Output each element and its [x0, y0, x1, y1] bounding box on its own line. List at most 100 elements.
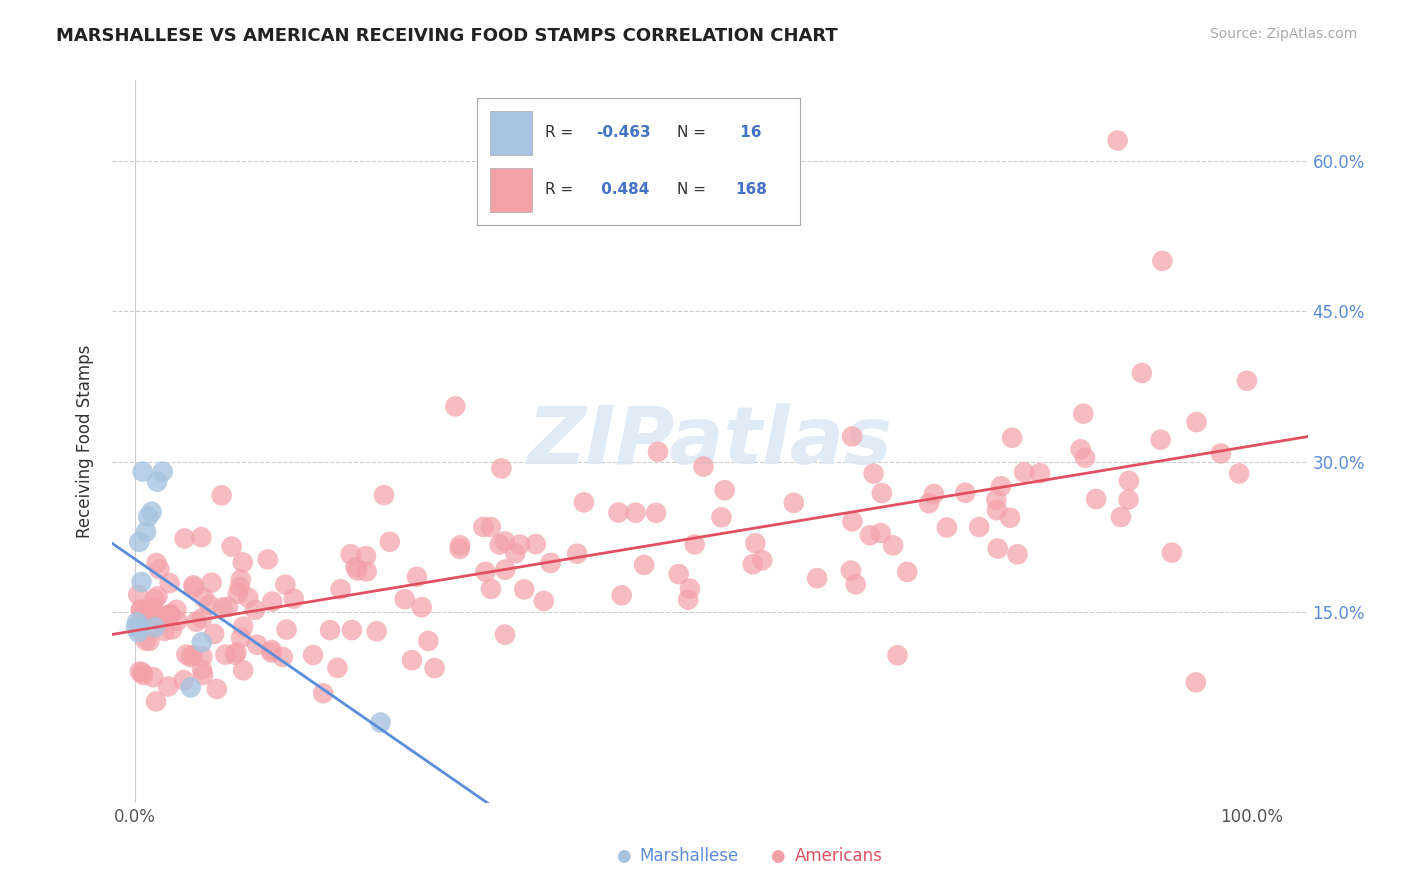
Point — [1160, 546, 1182, 560]
Point — [449, 538, 471, 552]
Point — [232, 556, 254, 570]
Point — [135, 524, 157, 539]
Point — [406, 570, 429, 584]
Text: ●: ● — [770, 847, 785, 865]
Point — [159, 607, 181, 622]
Point — [205, 681, 228, 696]
Point — [217, 599, 239, 614]
Point — [841, 514, 863, 528]
Point — [679, 582, 702, 596]
Point — [340, 623, 363, 637]
Point — [180, 681, 202, 695]
Point — [394, 592, 416, 607]
Point — [221, 540, 243, 554]
Point — [198, 598, 221, 612]
Point — [157, 680, 180, 694]
Point — [401, 653, 423, 667]
Point — [312, 686, 335, 700]
Point — [128, 665, 150, 679]
Point — [344, 560, 367, 574]
Point — [135, 633, 157, 648]
Point — [1185, 415, 1208, 429]
Point — [146, 608, 169, 623]
Point — [710, 510, 733, 524]
Point — [135, 605, 157, 619]
Point — [533, 594, 555, 608]
Point — [524, 537, 547, 551]
Point — [479, 520, 502, 534]
Point — [153, 624, 176, 638]
Point — [741, 558, 763, 572]
Point — [354, 549, 377, 563]
Point — [271, 650, 294, 665]
Point — [191, 611, 214, 625]
Point — [870, 486, 893, 500]
Point — [633, 558, 655, 572]
Point — [211, 488, 233, 502]
Point — [152, 465, 174, 479]
Point — [191, 649, 214, 664]
Point — [143, 620, 166, 634]
Point — [411, 600, 433, 615]
Point — [181, 648, 204, 662]
Point — [262, 594, 284, 608]
Point — [783, 496, 806, 510]
Point — [145, 556, 167, 570]
Point — [302, 648, 325, 662]
Point — [540, 556, 562, 570]
Point — [479, 582, 502, 596]
Y-axis label: Receiving Food Stamps: Receiving Food Stamps — [76, 345, 94, 538]
Point — [260, 643, 283, 657]
Point — [494, 534, 516, 549]
Point — [986, 503, 1008, 517]
Point — [509, 538, 531, 552]
Point — [1074, 450, 1097, 465]
Point — [127, 588, 149, 602]
Point — [366, 624, 388, 639]
Point — [1109, 510, 1132, 524]
Point — [1012, 465, 1035, 479]
Point — [418, 634, 440, 648]
Point — [922, 487, 945, 501]
Point — [987, 541, 1010, 556]
Point — [186, 615, 208, 629]
Point — [1070, 442, 1092, 457]
Point — [862, 467, 884, 481]
Point — [449, 541, 471, 556]
Text: ZIPatlas: ZIPatlas — [527, 402, 893, 481]
Point — [148, 562, 170, 576]
Point — [378, 534, 401, 549]
Point — [886, 648, 908, 663]
Point — [200, 575, 222, 590]
Point — [1152, 254, 1174, 268]
Point — [191, 663, 214, 677]
Text: MARSHALLESE VS AMERICAN RECEIVING FOOD STAMPS CORRELATION CHART: MARSHALLESE VS AMERICAN RECEIVING FOOD S… — [56, 27, 838, 45]
Point — [624, 506, 647, 520]
Point — [232, 663, 254, 677]
Point — [229, 580, 252, 594]
Point — [127, 625, 149, 640]
Point — [505, 546, 527, 560]
Point — [845, 577, 868, 591]
Point — [491, 461, 513, 475]
Point — [1227, 467, 1250, 481]
Point — [141, 505, 163, 519]
Point — [647, 444, 669, 458]
Point — [918, 496, 941, 510]
Point — [751, 553, 773, 567]
Point — [125, 620, 148, 634]
Point — [226, 587, 249, 601]
Point — [998, 510, 1021, 524]
Point — [160, 623, 183, 637]
Point — [211, 600, 233, 615]
Point — [214, 648, 236, 662]
Point — [607, 506, 630, 520]
Point — [183, 580, 205, 594]
Point — [283, 591, 305, 606]
Point — [143, 592, 166, 607]
Point — [132, 668, 155, 682]
Point — [346, 563, 368, 577]
Point — [183, 578, 205, 592]
Point — [142, 600, 165, 615]
Point — [744, 536, 766, 550]
